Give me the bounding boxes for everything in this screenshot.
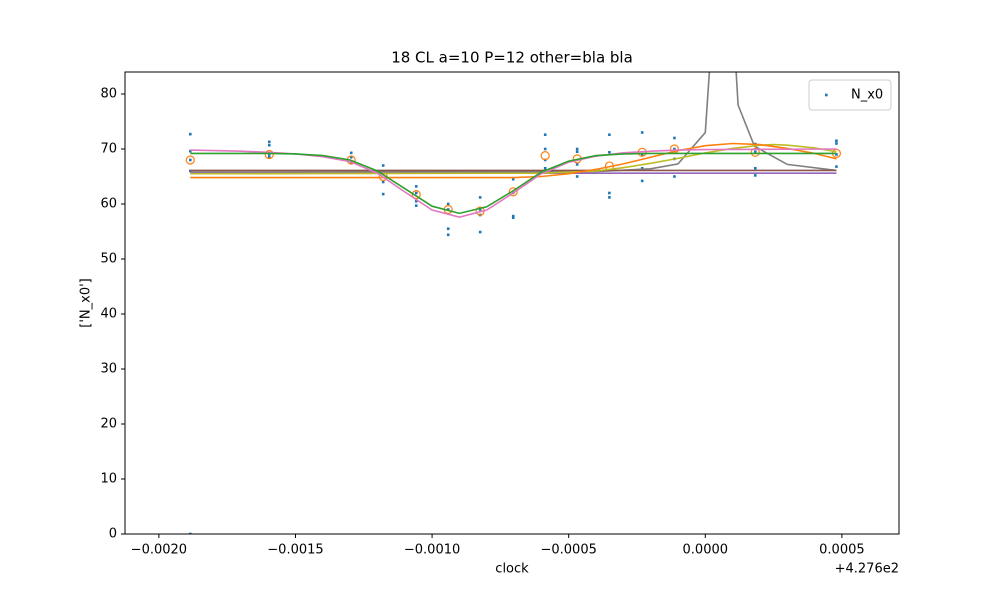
data-point <box>608 196 611 199</box>
legend-swatch <box>825 93 828 97</box>
data-point <box>188 158 192 162</box>
data-point <box>511 214 515 218</box>
data-point <box>446 208 450 211</box>
fit-line <box>190 152 837 215</box>
mean-marker <box>264 149 274 160</box>
data-point <box>349 151 353 155</box>
data-point <box>511 177 515 181</box>
data-point <box>478 196 482 199</box>
mean-marker <box>508 187 518 197</box>
data-point <box>575 150 579 154</box>
data-point <box>575 147 579 151</box>
data-point <box>608 191 611 195</box>
data-point <box>446 233 450 237</box>
y-tick-label: 80 <box>100 87 117 102</box>
data-point <box>543 133 547 136</box>
legend-label: N_x0 <box>851 88 883 103</box>
chart-title: 18 CL a=10 P=12 other=bla bla <box>391 49 633 67</box>
data-point <box>478 208 482 211</box>
data-point <box>640 166 644 170</box>
x-offset-label: +4.276e2 <box>835 562 899 577</box>
y-tick-label: 50 <box>100 252 117 267</box>
x-tick-label: 0.0000 <box>683 543 729 558</box>
data-point <box>575 163 579 166</box>
data-point <box>414 191 418 195</box>
data-point <box>511 216 515 220</box>
data-point <box>673 175 676 178</box>
mean-marker <box>185 155 195 165</box>
data-point <box>835 142 838 145</box>
data-point <box>267 140 271 144</box>
y-tick-label: 70 <box>100 142 117 157</box>
y-axis-label: ['N_x0'] <box>79 278 94 327</box>
data-point <box>188 149 192 153</box>
data-point <box>640 153 644 156</box>
x-tick-label: −0.0005 <box>540 543 596 558</box>
plot-area <box>185 72 842 534</box>
data-point <box>640 131 644 134</box>
data-point <box>835 165 838 168</box>
y-tick-label: 0 <box>109 527 117 542</box>
y-tick-label: 60 <box>100 197 117 212</box>
data-point <box>188 132 192 136</box>
data-point <box>608 151 611 154</box>
data-point <box>753 174 757 177</box>
y-tick-label: 30 <box>100 362 117 377</box>
data-point <box>835 153 838 156</box>
data-point <box>188 532 192 534</box>
data-point <box>640 179 644 183</box>
data-point <box>414 199 418 203</box>
x-tick-label: −0.0010 <box>404 543 460 558</box>
mean-marker <box>750 147 760 157</box>
data-point <box>753 166 757 170</box>
data-point <box>414 204 418 207</box>
data-point <box>381 164 385 167</box>
x-tick-label: −0.0015 <box>267 543 323 558</box>
data-point <box>446 227 450 231</box>
x-tick-label: 0.0005 <box>819 543 865 558</box>
data-point <box>381 180 385 184</box>
y-tick-label: 40 <box>100 307 117 322</box>
y-tick-label: 20 <box>100 417 117 432</box>
data-point <box>543 147 547 151</box>
data-point <box>267 143 271 147</box>
y-tick-label: 10 <box>100 472 117 487</box>
data-point <box>608 133 611 136</box>
data-point <box>267 155 271 159</box>
data-point <box>478 230 482 234</box>
data-point <box>575 175 579 178</box>
data-point <box>673 147 676 151</box>
x-tick-label: −0.0020 <box>131 543 187 558</box>
data-point <box>267 153 271 156</box>
mean-marker <box>540 151 550 161</box>
data-point <box>349 155 353 159</box>
data-point <box>381 192 385 196</box>
axes-frame <box>124 71 900 535</box>
data-point <box>753 150 757 154</box>
data-point <box>673 136 676 140</box>
x-axis-label: clock <box>495 562 529 577</box>
data-point <box>414 185 418 188</box>
data-point <box>446 202 450 206</box>
legend-box <box>808 79 892 111</box>
data-point <box>835 139 838 143</box>
data-point <box>543 166 547 170</box>
